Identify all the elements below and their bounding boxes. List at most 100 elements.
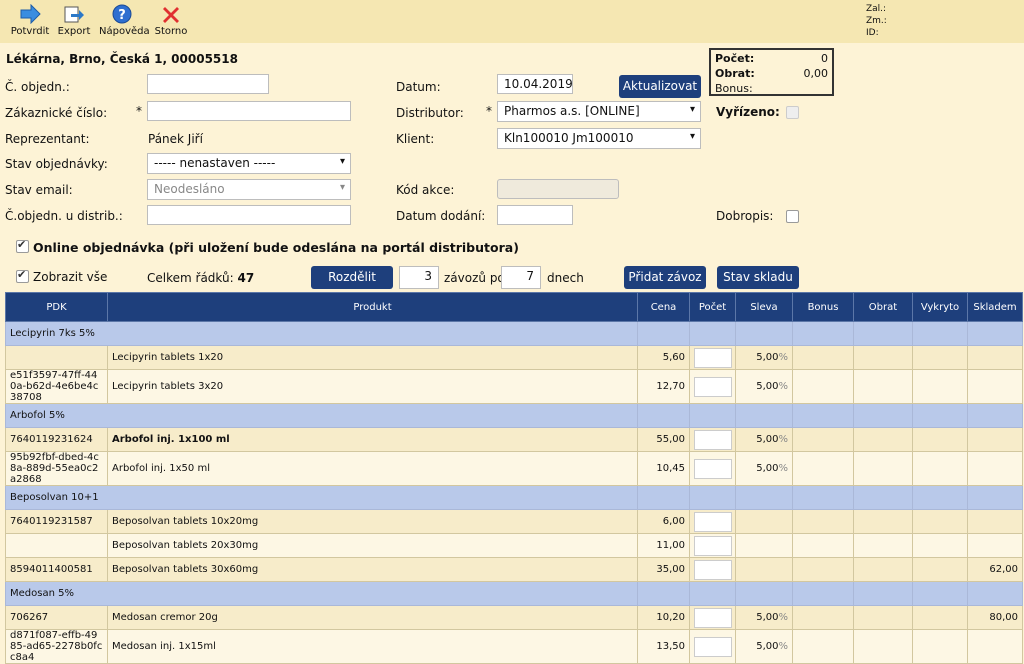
meta-zal: Zal.: xyxy=(866,4,887,14)
delivery-date-input[interactable] xyxy=(497,205,573,225)
split-button[interactable]: Rozdělit xyxy=(311,266,393,289)
quantity-input[interactable] xyxy=(693,347,732,368)
table-row: 7640119231624 Arbofol inj. 1x100 ml 55,00 5… xyxy=(5,427,1023,452)
show-all-checkbox[interactable] xyxy=(16,268,29,283)
col-header[interactable]: Bonus xyxy=(792,292,854,322)
product-cell: Beposolvan tablets 30x60mg xyxy=(107,557,638,582)
discount-cell xyxy=(735,557,793,582)
discount-cell: 5,00% xyxy=(735,605,793,630)
quantity-input[interactable] xyxy=(693,511,732,532)
bonus-cell xyxy=(792,451,854,486)
confirm-button[interactable]: Potvrdit xyxy=(10,4,50,37)
empty-cell xyxy=(735,485,793,510)
product-cell: Beposolvan tablets 10x20mg xyxy=(107,509,638,534)
empty-cell xyxy=(637,485,690,510)
split-count-input[interactable]: 3 xyxy=(399,266,439,289)
pdk-cell xyxy=(5,345,108,370)
percent-sign: % xyxy=(778,463,788,474)
quantity-cell xyxy=(689,509,736,534)
count-value: 0 xyxy=(821,52,828,65)
col-header[interactable]: Sleva xyxy=(735,292,793,322)
quantity-input[interactable] xyxy=(693,429,732,450)
cancel-button[interactable]: Storno xyxy=(153,4,189,37)
empty-cell xyxy=(912,321,968,346)
client-select[interactable]: Kln100010 Jm100010 xyxy=(497,128,701,149)
col-header[interactable]: Obrat xyxy=(853,292,913,322)
bonus-cell xyxy=(792,427,854,452)
product-cell: Lecipyrin tablets 1x20 xyxy=(107,345,638,370)
discount-cell: 5,00% xyxy=(735,345,793,370)
col-header[interactable]: Počet xyxy=(689,292,736,322)
email-state-label: Stav email: xyxy=(5,183,73,197)
col-header[interactable]: Skladem xyxy=(967,292,1023,322)
empty-cell xyxy=(792,581,854,606)
quantity-input[interactable] xyxy=(693,458,732,479)
order-no-input[interactable] xyxy=(147,74,269,94)
percent-sign: % xyxy=(778,381,788,392)
empty-cell xyxy=(637,403,690,428)
distrib-order-input[interactable] xyxy=(147,205,351,225)
split-end-label: dnech xyxy=(547,271,584,285)
product-cell: Arbofol inj. 1x100 ml xyxy=(107,427,638,452)
pdk-cell: 706267 xyxy=(5,605,108,630)
help-button[interactable]: ? Nápověda xyxy=(99,4,150,37)
toolbar: Potvrdit Export ? Nápověda Storno Zal.: … xyxy=(0,0,1024,44)
group-name: Medosan 5% xyxy=(5,581,638,606)
empty-cell xyxy=(689,403,736,428)
order-items-table: PDK Produkt Cena Počet Sleva Bonus Obrat… xyxy=(5,292,1023,664)
empty-cell xyxy=(853,581,913,606)
discount-cell: 5,00% xyxy=(735,451,793,486)
done-label: Vyřízeno: xyxy=(716,105,780,119)
table-row: Lecipyrin tablets 1x20 5,60 5,00% xyxy=(5,345,1023,370)
quantity-input[interactable] xyxy=(693,607,732,628)
order-state-select[interactable]: ----- nenastaven ----- xyxy=(147,153,351,174)
online-checkbox[interactable] xyxy=(16,238,29,253)
empty-cell xyxy=(792,403,854,428)
empty-cell xyxy=(792,485,854,510)
stock-cell xyxy=(967,509,1023,534)
stock-cell xyxy=(967,369,1023,404)
quantity-input[interactable] xyxy=(693,535,732,556)
discount-cell xyxy=(735,509,793,534)
pdk-cell: 7640119231624 xyxy=(5,427,108,452)
add-delivery-button[interactable]: Přidat závoz xyxy=(624,266,706,289)
quantity-input[interactable] xyxy=(693,376,732,397)
credit-checkbox[interactable] xyxy=(786,210,799,223)
bonus-cell xyxy=(792,345,854,370)
refresh-button[interactable]: Aktualizovat xyxy=(619,75,701,98)
stock-cell: 62,00 xyxy=(967,557,1023,582)
record-meta: Zal.: Zm.: ID: xyxy=(866,3,887,39)
turnover-cell xyxy=(853,451,913,486)
customer-no-input[interactable] xyxy=(147,101,351,121)
required-mark: * xyxy=(486,104,492,118)
quantity-input[interactable] xyxy=(693,559,732,580)
col-header[interactable]: Vykryto xyxy=(912,292,968,322)
product-cell: Medosan cremor 20g xyxy=(107,605,638,630)
quantity-cell xyxy=(689,605,736,630)
delivery-date-label: Datum dodání: xyxy=(396,209,486,223)
empty-cell xyxy=(912,403,968,428)
export-button[interactable]: Export xyxy=(56,4,92,37)
stock-button[interactable]: Stav skladu xyxy=(717,266,799,289)
col-header[interactable]: Cena xyxy=(637,292,690,322)
split-days-input[interactable]: 7 xyxy=(501,266,541,289)
empty-cell xyxy=(967,581,1023,606)
empty-cell xyxy=(637,581,690,606)
split-mid-label: závozů po xyxy=(444,271,505,285)
pdk-cell: 8594011400581 xyxy=(5,557,108,582)
distributor-select[interactable]: Pharmos a.s. [ONLINE] xyxy=(497,101,701,122)
covered-cell xyxy=(912,533,968,558)
empty-cell xyxy=(853,403,913,428)
bonus-label: Bonus: xyxy=(715,82,753,95)
table-row: Beposolvan tablets 20x30mg 11,00 xyxy=(5,533,1023,558)
price-cell: 11,00 xyxy=(637,533,690,558)
date-label: Datum: xyxy=(396,80,441,94)
action-code-label: Kód akce: xyxy=(396,183,455,197)
count-label: Počet: xyxy=(715,52,755,65)
col-header[interactable]: PDK xyxy=(5,292,108,322)
empty-cell xyxy=(735,581,793,606)
group-name: Beposolvan 10+1 xyxy=(5,485,638,510)
date-input[interactable]: 10.04.2019 xyxy=(497,74,573,94)
confirm-label: Potvrdit xyxy=(10,26,50,37)
col-header[interactable]: Produkt xyxy=(107,292,638,322)
